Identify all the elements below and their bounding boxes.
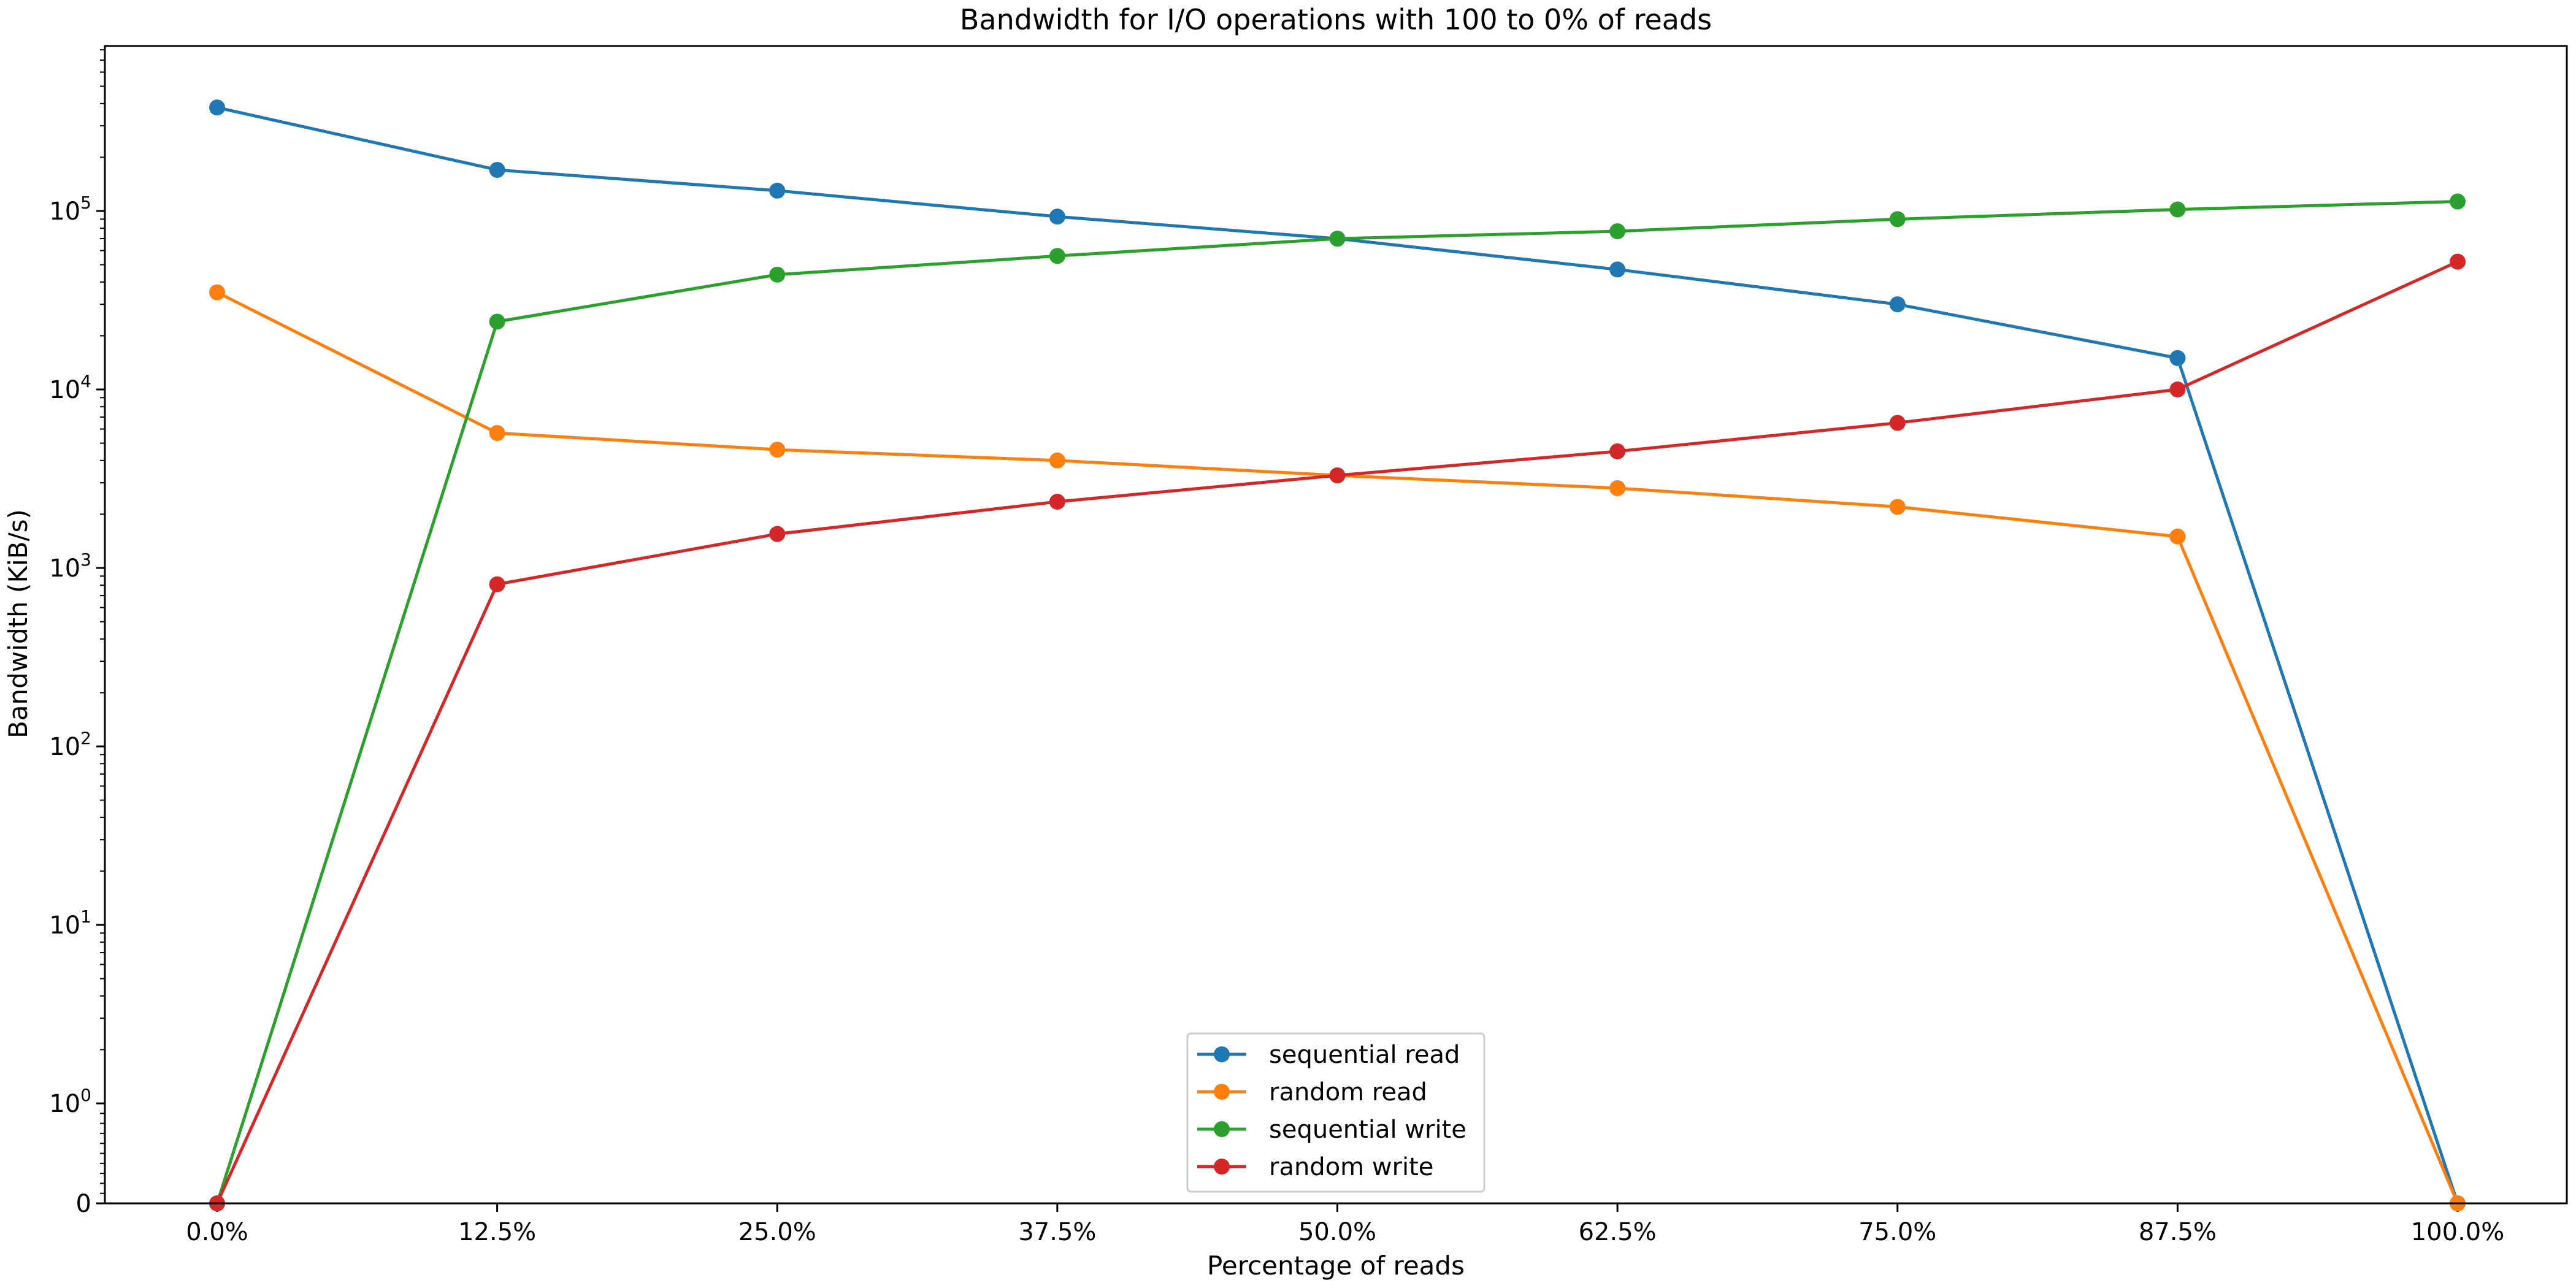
data-point xyxy=(1609,480,1626,496)
y-tick-label: 100 xyxy=(49,1085,91,1118)
x-tick-label: 62.5% xyxy=(1579,1218,1657,1246)
data-point xyxy=(1889,415,1906,431)
data-point xyxy=(769,442,786,458)
data-point xyxy=(1329,231,1346,247)
y-tick-label: 101 xyxy=(49,907,91,940)
data-point xyxy=(489,425,505,442)
data-point xyxy=(1049,248,1065,264)
x-tick-label: 0.0% xyxy=(186,1218,248,1246)
y-tick-label: 105 xyxy=(49,193,91,226)
x-tick-label: 37.5% xyxy=(1018,1218,1096,1246)
data-point xyxy=(2450,253,2466,270)
data-point xyxy=(2169,528,2186,545)
y-axis-label: Bandwidth (KiB/s) xyxy=(3,509,33,738)
y-tick-label: 102 xyxy=(49,728,91,761)
data-point xyxy=(1889,296,1906,313)
data-point xyxy=(2450,193,2466,210)
data-point xyxy=(1609,443,1626,459)
data-point xyxy=(1889,211,1906,228)
legend-label: random read xyxy=(1269,1078,1427,1106)
data-point xyxy=(489,313,505,330)
x-tick-label: 87.5% xyxy=(2139,1218,2217,1246)
data-point xyxy=(489,161,505,178)
plot-frame xyxy=(104,45,2568,1205)
legend-label: sequential write xyxy=(1269,1116,1466,1144)
x-tick-label: 100.0% xyxy=(2411,1218,2505,1246)
data-point xyxy=(489,576,505,592)
data-point xyxy=(769,182,786,199)
legend: sequential read random read sequential wri… xyxy=(1186,1032,1485,1193)
data-point xyxy=(2169,381,2186,397)
x-tick-label: 50.0% xyxy=(1298,1218,1376,1246)
data-point xyxy=(2169,201,2186,218)
y-tick-label: 104 xyxy=(49,371,91,404)
legend-label: random write xyxy=(1269,1153,1433,1181)
data-point xyxy=(209,284,225,301)
data-point xyxy=(1889,499,1906,515)
data-point xyxy=(209,99,225,116)
legend-swatch-marker xyxy=(1214,1159,1230,1175)
x-axis-label: Percentage of reads xyxy=(1207,1251,1465,1281)
data-point xyxy=(1609,261,1626,278)
x-tick-label: 25.0% xyxy=(738,1218,816,1246)
data-point xyxy=(1049,452,1065,469)
legend-label: sequential read xyxy=(1269,1041,1460,1069)
data-point xyxy=(769,266,786,283)
legend-swatch-marker xyxy=(1214,1084,1230,1100)
x-tick-label: 12.5% xyxy=(458,1218,536,1246)
data-point xyxy=(1609,223,1626,240)
legend-swatch-marker xyxy=(1214,1121,1230,1137)
legend-frame xyxy=(1186,1032,1485,1193)
y-tick-label: 0 xyxy=(76,1190,91,1218)
data-point xyxy=(1049,209,1065,225)
data-point xyxy=(769,526,786,542)
legend-swatch-marker xyxy=(1214,1046,1230,1062)
chart-title: Bandwidth for I/O operations with 100 to… xyxy=(960,3,1712,36)
data-point xyxy=(1329,467,1346,484)
data-point xyxy=(1049,494,1065,510)
x-tick-label: 75.0% xyxy=(1858,1218,1936,1246)
y-tick-label: 103 xyxy=(49,550,91,583)
data-point xyxy=(2169,350,2186,366)
